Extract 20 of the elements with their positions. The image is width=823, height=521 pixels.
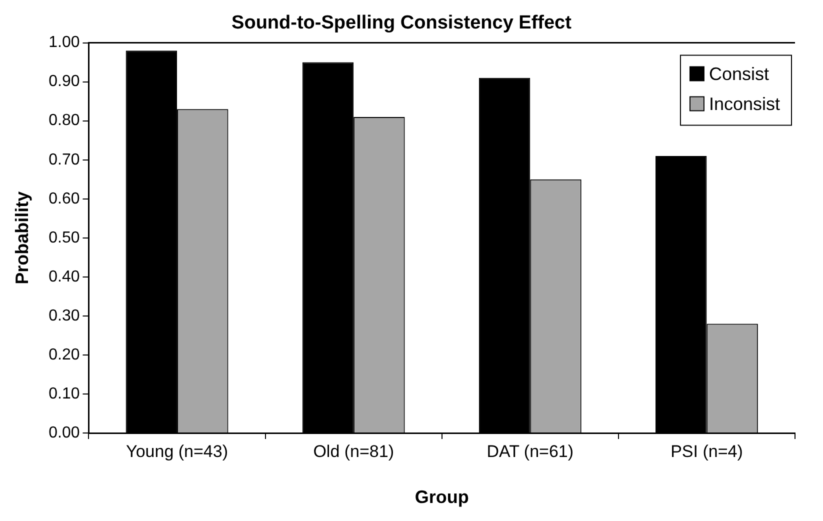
- y-tick-label: 0.80: [48, 112, 80, 130]
- x-tick-label: Young (n=43): [126, 442, 228, 461]
- y-tick-label: 0.70: [48, 151, 80, 168]
- y-tick-label: 0.20: [48, 346, 80, 364]
- y-tick-label: 0.10: [48, 385, 80, 402]
- y-tick-label: 0.50: [48, 229, 80, 246]
- x-tick-label: PSI (n=4): [670, 442, 743, 461]
- y-tick-label: 0.30: [48, 307, 80, 324]
- x-tick-label: DAT (n=61): [486, 442, 574, 461]
- legend-label: Consist: [708, 64, 769, 84]
- x-axis-title: Group: [414, 487, 469, 508]
- legend-label: Inconsist: [708, 94, 780, 114]
- y-axis-title: Probability: [12, 191, 32, 284]
- y-tick-label: 0.00: [48, 424, 80, 442]
- y-tick-label: 1.00: [48, 34, 80, 52]
- x-tick-label: Old (n=81): [313, 442, 394, 461]
- y-tick-label: 0.40: [48, 268, 80, 286]
- y-tick-label: 0.60: [48, 190, 80, 208]
- y-tick-label: 0.90: [48, 73, 80, 90]
- chart-title: Sound-to-Spelling Consistency Effect: [232, 12, 572, 34]
